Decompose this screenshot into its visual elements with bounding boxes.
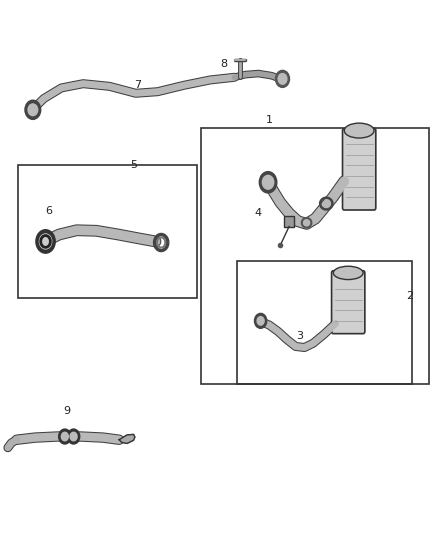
Polygon shape — [119, 434, 135, 443]
Circle shape — [262, 175, 274, 189]
FancyBboxPatch shape — [343, 128, 376, 210]
Bar — [201, 128, 429, 384]
Circle shape — [39, 234, 52, 249]
Circle shape — [278, 74, 287, 84]
Circle shape — [67, 429, 80, 444]
Ellipse shape — [344, 123, 374, 138]
Text: 5: 5 — [130, 160, 137, 170]
Bar — [284, 216, 294, 227]
Text: 3: 3 — [297, 331, 304, 341]
Circle shape — [254, 313, 267, 328]
Circle shape — [259, 172, 277, 193]
Bar — [237, 261, 412, 384]
Circle shape — [70, 432, 77, 441]
Circle shape — [257, 317, 264, 325]
Text: 9: 9 — [63, 407, 70, 416]
Circle shape — [61, 432, 68, 441]
Text: 1: 1 — [266, 115, 273, 125]
Circle shape — [36, 230, 55, 253]
Text: 6: 6 — [46, 206, 53, 215]
Ellipse shape — [333, 266, 363, 279]
Text: 7: 7 — [134, 80, 141, 90]
Bar — [18, 165, 197, 298]
Circle shape — [28, 104, 38, 116]
Text: 8: 8 — [220, 59, 227, 69]
FancyBboxPatch shape — [332, 271, 365, 334]
Circle shape — [25, 100, 41, 119]
Text: 2: 2 — [406, 291, 413, 301]
Circle shape — [59, 429, 71, 444]
Text: 4: 4 — [255, 208, 262, 218]
Circle shape — [276, 70, 290, 87]
